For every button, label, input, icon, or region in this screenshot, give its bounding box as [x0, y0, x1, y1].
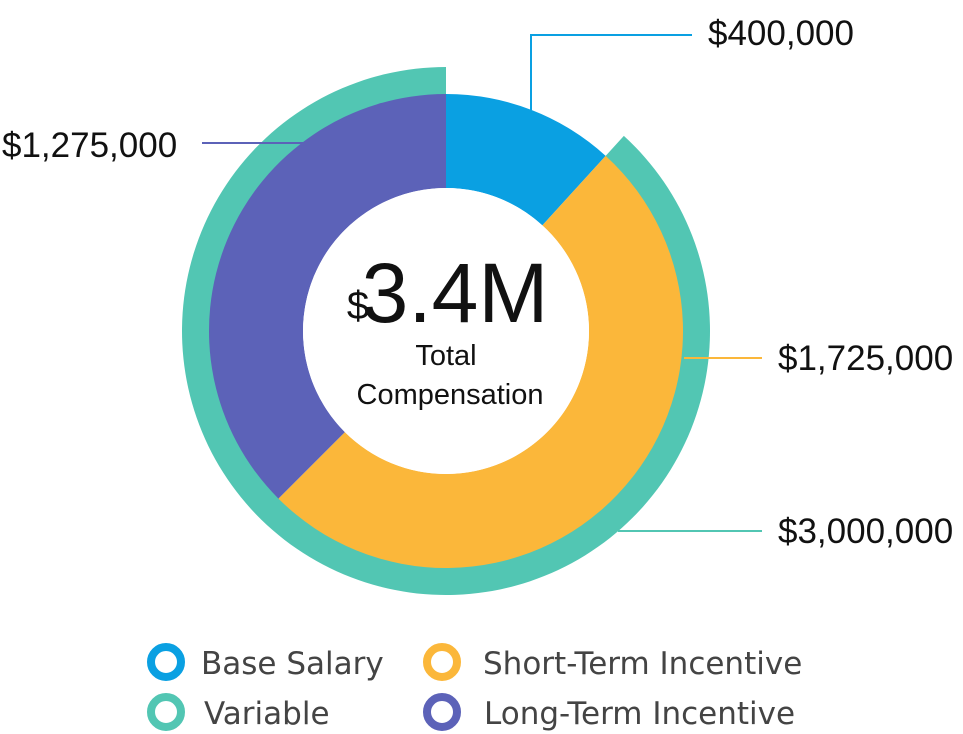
inner-slice-long-term-incentive: [208, 94, 446, 499]
inner-slice-base-salary: [446, 94, 606, 226]
center-value-prefix: $: [347, 284, 369, 328]
legend-marker-short-term-incentive: [423, 643, 461, 681]
data-label-base-salary: $400,000: [708, 14, 854, 53]
data-label-short-term-incentive: $1,725,000: [778, 339, 953, 378]
leader-line-base-salary: [530, 34, 692, 110]
legend-marker-base-salary: [147, 643, 185, 681]
data-label-long-term-incentive: $1,275,000: [2, 126, 177, 165]
inner-slice-short-term-incentive: [278, 155, 683, 568]
legend-label-base-salary: Base Salary: [201, 646, 384, 682]
legend-label-variable: Variable: [204, 696, 330, 732]
legend-marker-variable: [147, 693, 185, 731]
donut-hole: [303, 188, 589, 474]
data-label-variable: $3,000,000: [778, 512, 953, 551]
legend-label-long-term-incentive: Long-Term Incentive: [484, 696, 795, 732]
center-label-line2: Compensation: [357, 379, 544, 411]
legend-label-short-term-incentive: Short-Term Incentive: [483, 646, 802, 682]
legend-marker-long-term-incentive: [423, 693, 461, 731]
legend: Base Salary Short-Term Incentive Variabl…: [147, 643, 802, 732]
center-value: 3.4M: [362, 246, 549, 340]
center-label-line1: Total: [415, 340, 476, 372]
